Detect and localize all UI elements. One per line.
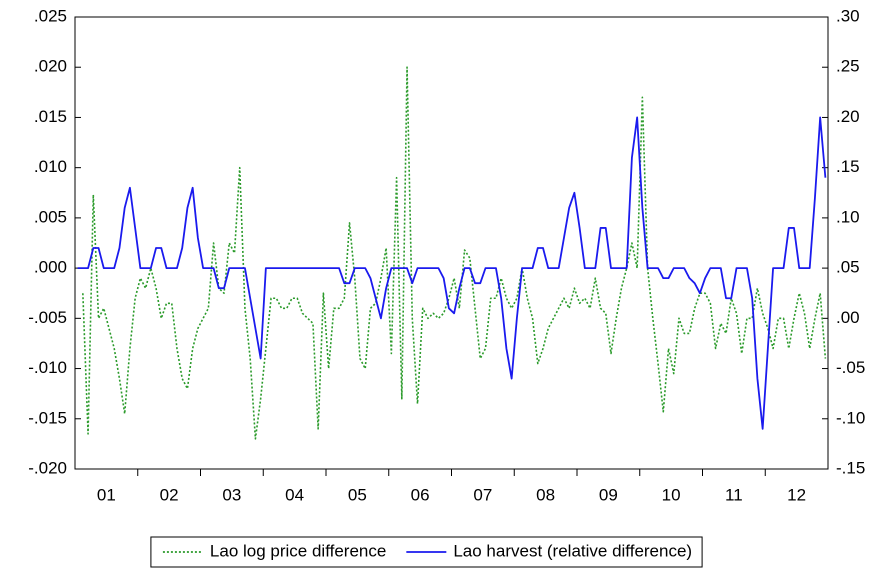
y2-tick-label: .30 — [836, 6, 860, 25]
y-tick-label: .005 — [34, 207, 67, 226]
y2-tick-label: -.15 — [836, 458, 865, 477]
x-tick-label: 11 — [725, 485, 743, 504]
y2-tick-label: .05 — [836, 258, 860, 277]
y-tick-label: .020 — [34, 57, 67, 76]
legend-label: Lao log price difference — [210, 541, 386, 560]
y-tick-label: -.005 — [28, 308, 67, 327]
y-tick-label: -.020 — [28, 458, 67, 477]
series-line — [82, 66, 827, 440]
y2-tick-label: .25 — [836, 57, 860, 76]
y2-tick-label: .15 — [836, 157, 860, 176]
x-tick-label: 02 — [160, 485, 179, 504]
x-tick-label: 05 — [348, 485, 367, 504]
y2-tick-label: -.10 — [836, 408, 865, 427]
x-tick-label: 07 — [473, 485, 492, 504]
x-tick-label: 08 — [536, 485, 555, 504]
y-tick-label: .000 — [34, 258, 67, 277]
x-tick-label: 04 — [285, 485, 304, 504]
y-tick-label: -.010 — [28, 358, 67, 377]
y-tick-label: -.015 — [28, 408, 67, 427]
x-tick-label: 03 — [222, 485, 241, 504]
series-line — [77, 116, 827, 430]
y-tick-label: .015 — [34, 107, 67, 126]
y2-tick-label: .10 — [836, 207, 860, 226]
y2-tick-label: .00 — [836, 308, 860, 327]
legend: Lao log price difference Lao harvest (rel… — [150, 536, 703, 568]
y-tick-label: .010 — [34, 157, 67, 176]
x-tick-label: 12 — [787, 485, 806, 504]
y2-tick-label: -.05 — [836, 358, 865, 377]
legend-label: Lao harvest (relative difference) — [453, 541, 692, 560]
x-tick-label: 06 — [411, 485, 430, 504]
x-tick-label: 10 — [662, 485, 681, 504]
x-tick-label: 01 — [97, 485, 116, 504]
x-tick-label: 09 — [599, 485, 618, 504]
plot-frame — [74, 16, 829, 470]
y2-tick-label: .20 — [836, 107, 860, 126]
y-tick-label: .025 — [34, 6, 67, 25]
